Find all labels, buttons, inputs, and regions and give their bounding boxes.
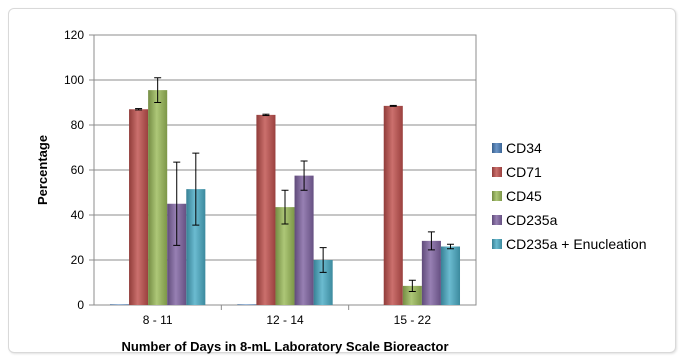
legend-item-cd235a: CD235a	[492, 212, 558, 228]
error-bar-cd45-8-11	[154, 77, 162, 103]
error-bar-cd45-12-14	[281, 189, 289, 225]
legend-item-cd34: CD34	[492, 140, 542, 156]
error-bar-cd71-8-11	[135, 108, 143, 111]
legend-label: CD235a	[506, 212, 558, 228]
legend-swatch	[492, 239, 502, 249]
bar-cd71-8-11	[129, 109, 149, 305]
y-tick-label: 20	[71, 253, 85, 267]
legend-swatch	[492, 215, 502, 225]
error-bar-cd235a-enucleation-15-22	[446, 243, 454, 250]
bar-cd45-12-14	[275, 207, 295, 305]
legend-label: CD34	[506, 140, 542, 156]
error-bar-cd45-15-22	[408, 279, 416, 292]
x-tick-label: 8 - 11	[143, 313, 173, 327]
bar-cd71-15-22	[383, 105, 403, 305]
y-tick-label: 120	[64, 28, 84, 42]
error-bar-cd235a-enucleation-12-14	[319, 247, 327, 273]
bar-cd71-12-14	[256, 114, 276, 305]
y-tick-label: 80	[71, 118, 85, 132]
bar-cd235a-8-11	[167, 203, 187, 305]
bar-cd235a-15-22	[421, 240, 441, 305]
bar-cd235a-enucleation-15-22	[440, 246, 461, 305]
error-bar-cd71-15-22	[389, 104, 397, 107]
bar-cd235a-12-14	[294, 175, 314, 305]
legend-label: CD45	[506, 188, 542, 204]
bar-cd34-12-14	[237, 304, 257, 305]
x-tick-label: 15 - 22	[394, 313, 432, 327]
bar-cd235a-enucleation-12-14	[313, 260, 333, 305]
bar-cd45-15-22	[402, 285, 422, 305]
error-bars	[135, 77, 454, 292]
y-tick-label: 100	[64, 73, 84, 87]
y-tick-label: 60	[71, 163, 85, 177]
legend-item-cd71: CD71	[492, 164, 542, 180]
legend-item-cd45: CD45	[492, 188, 542, 204]
legend: CD34 CD71 CD45 CD235a CD235a + Enucleation	[492, 140, 647, 252]
error-bar-cd235a-15-22	[427, 231, 435, 251]
y-tick-label: 40	[71, 208, 85, 222]
bars	[109, 90, 461, 305]
legend-item-cd235a-enucleation: CD235a + Enucleation	[492, 236, 647, 252]
tick-labels: 0 20 40 60 80 100 120 8 - 11 12 - 14 15 - 22	[64, 28, 431, 327]
error-bar-cd235a-8-11	[173, 161, 181, 246]
legend-swatch	[492, 143, 502, 153]
error-bar-cd235a-12-14	[300, 160, 308, 191]
legend-label: CD235a + Enucleation	[506, 236, 647, 252]
bar-cd45-8-11	[148, 90, 168, 305]
bar-cd235a-enucleation-8-11	[186, 189, 206, 305]
error-bar-cd235a-enucleation-8-11	[192, 152, 200, 226]
y-axis-title: Percentage	[35, 135, 50, 205]
x-axis-title: Number of Days in 8-mL Laboratory Scale …	[121, 339, 448, 354]
bar-cd34-8-11	[109, 304, 130, 305]
legend-label: CD71	[506, 164, 542, 180]
y-tick-label: 0	[77, 298, 84, 312]
legend-swatch	[492, 191, 502, 201]
chart-frame	[8, 8, 676, 353]
error-bar-cd71-12-14	[262, 113, 270, 117]
legend-swatch	[492, 167, 502, 177]
x-tick-label: 12 - 14	[266, 313, 304, 327]
